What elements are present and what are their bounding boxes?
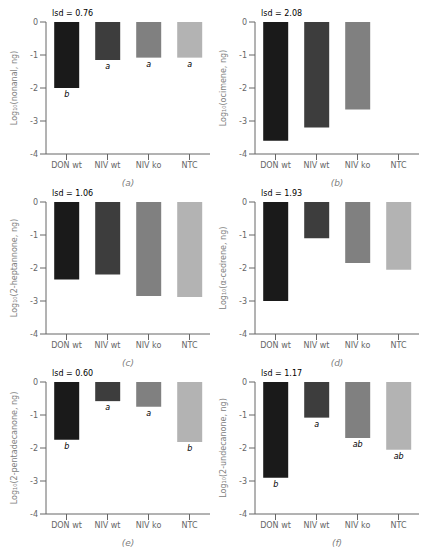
svg-text:-3: -3 (239, 477, 247, 486)
svg-text:NTC: NTC (182, 161, 198, 170)
svg-text:NIV ko: NIV ko (136, 161, 162, 170)
svg-text:NIV wt: NIV wt (303, 341, 329, 350)
svg-text:(d): (d) (331, 358, 344, 368)
svg-text:-1: -1 (239, 51, 247, 60)
svg-text:0: 0 (242, 18, 247, 27)
svg-text:NIV ko: NIV ko (345, 521, 371, 530)
svg-text:a: a (146, 409, 151, 418)
html-text:lsd = 1.93: lsd = 1.93 (261, 189, 303, 198)
svg-text:DON wt: DON wt (260, 341, 291, 350)
svg-text:-2: -2 (239, 264, 247, 273)
svg-text:a: a (187, 60, 192, 69)
svg-text:(a): (a) (122, 178, 135, 188)
svg-text:DON wt: DON wt (260, 161, 291, 170)
html-text:lsd = 0.60: lsd = 0.60 (52, 369, 94, 378)
svg-text:0: 0 (242, 378, 247, 387)
svg-text:-2: -2 (30, 84, 38, 93)
svg-text:-2: -2 (239, 444, 247, 453)
svg-text:NTC: NTC (182, 521, 198, 530)
svg-text:DON wt: DON wt (51, 521, 82, 530)
svg-text:NIV wt: NIV wt (94, 521, 120, 530)
svg-text:NIV wt: NIV wt (94, 161, 120, 170)
svg-text:-4: -4 (239, 330, 247, 339)
svg-text:NTC: NTC (391, 521, 407, 530)
svg-text:Log₁₀(nonanal, ng): Log₁₀(nonanal, ng) (10, 51, 19, 125)
svg-text:(f): (f) (332, 538, 342, 548)
svg-text:-2: -2 (239, 84, 247, 93)
svg-text:a: a (105, 62, 110, 71)
svg-text:DON wt: DON wt (51, 161, 82, 170)
svg-text:b: b (64, 90, 69, 99)
svg-text:-1: -1 (30, 231, 38, 240)
svg-text:-3: -3 (30, 117, 38, 126)
svg-text:NIV ko: NIV ko (136, 341, 162, 350)
svg-text:Log₁₀(ocimene, ng): Log₁₀(ocimene, ng) (219, 50, 228, 126)
svg-text:NTC: NTC (182, 341, 198, 350)
svg-text:0: 0 (242, 198, 247, 207)
svg-text:NTC: NTC (391, 341, 407, 350)
svg-text:ab: ab (394, 452, 404, 461)
svg-text:Log₁₀(2-undecanone, ng): Log₁₀(2-undecanone, ng) (219, 398, 228, 498)
svg-text:-4: -4 (30, 330, 38, 339)
svg-text:b: b (187, 444, 192, 453)
svg-text:(c): (c) (122, 358, 134, 368)
svg-text:-3: -3 (239, 117, 247, 126)
svg-text:-4: -4 (239, 150, 247, 159)
svg-text:(e): (e) (122, 538, 135, 548)
svg-text:-1: -1 (30, 411, 38, 420)
svg-text:-3: -3 (30, 477, 38, 486)
svg-text:-3: -3 (30, 297, 38, 306)
svg-text:0: 0 (33, 18, 38, 27)
svg-text:-4: -4 (30, 510, 38, 519)
svg-text:b: b (64, 442, 69, 451)
svg-text:DON wt: DON wt (51, 341, 82, 350)
svg-text:b: b (273, 480, 278, 489)
html-text:lsd = 2.08: lsd = 2.08 (261, 9, 303, 18)
svg-text:a: a (146, 60, 151, 69)
svg-text:-1: -1 (30, 51, 38, 60)
svg-text:NIV ko: NIV ko (345, 161, 371, 170)
svg-text:Log₁₀(α-cedrene, ng): Log₁₀(α-cedrene, ng) (219, 227, 228, 310)
svg-text:a: a (314, 420, 319, 429)
svg-text:-2: -2 (30, 264, 38, 273)
svg-text:a: a (105, 403, 110, 412)
svg-text:-3: -3 (239, 297, 247, 306)
svg-text:-2: -2 (30, 444, 38, 453)
svg-text:NIV wt: NIV wt (303, 521, 329, 530)
svg-text:ab: ab (353, 440, 363, 449)
svg-text:-4: -4 (239, 510, 247, 519)
svg-text:0: 0 (33, 198, 38, 207)
svg-text:DON wt: DON wt (260, 521, 291, 530)
svg-text:NIV ko: NIV ko (136, 521, 162, 530)
html-text:lsd = 0.76: lsd = 0.76 (52, 9, 94, 18)
html-text:lsd = 1.17: lsd = 1.17 (261, 369, 303, 378)
html-text:lsd = 1.06: lsd = 1.06 (52, 189, 94, 198)
svg-text:Log₁₀(2-heptannone, ng): Log₁₀(2-heptannone, ng) (10, 219, 19, 317)
svg-text:NIV wt: NIV wt (303, 161, 329, 170)
svg-text:NIV ko: NIV ko (345, 341, 371, 350)
svg-text:0: 0 (33, 378, 38, 387)
svg-text:(b): (b) (331, 178, 344, 188)
svg-text:-1: -1 (239, 411, 247, 420)
svg-text:NIV wt: NIV wt (94, 341, 120, 350)
svg-text:-4: -4 (30, 150, 38, 159)
svg-text:NTC: NTC (391, 161, 407, 170)
svg-text:Log₁₀(2-pentadecanone, ng): Log₁₀(2-pentadecanone, ng) (10, 392, 19, 505)
svg-text:-1: -1 (239, 231, 247, 240)
